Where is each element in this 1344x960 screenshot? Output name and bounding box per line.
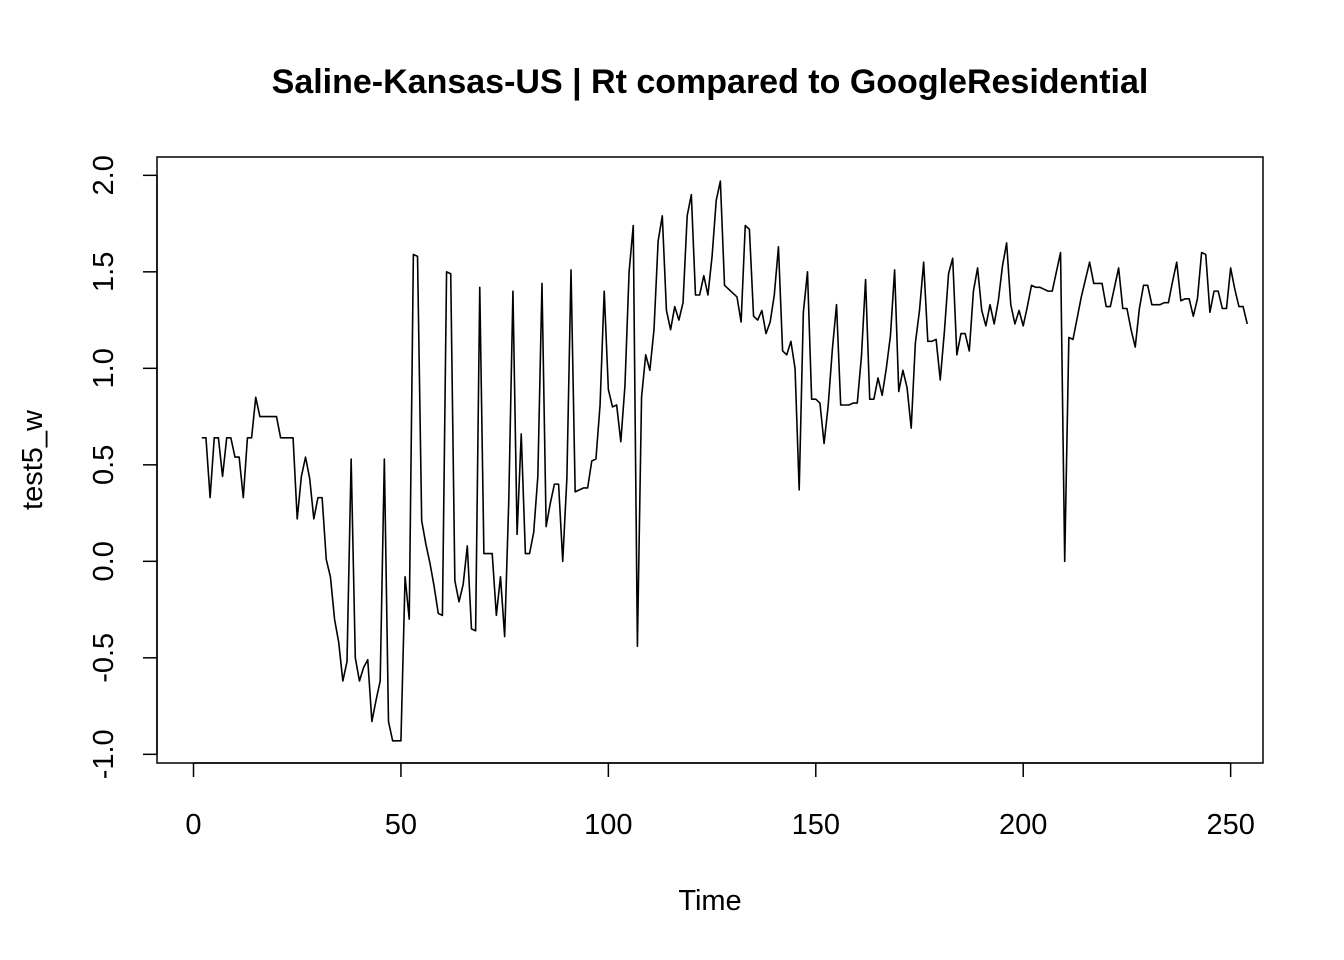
x-tick-label: 50: [385, 809, 417, 841]
y-tick-label: -1.0: [88, 729, 120, 779]
y-axis-label: test5_w: [17, 409, 49, 510]
y-tick-label: 0.5: [88, 445, 120, 485]
x-axis: 0 50 100 150 200 250: [185, 762, 1255, 841]
x-axis-label: Time: [678, 885, 741, 917]
y-tick-label: 1.0: [88, 348, 120, 388]
x-tick-label: 0: [185, 809, 201, 841]
x-tick-label: 200: [999, 809, 1047, 841]
x-tick-label: 250: [1206, 809, 1254, 841]
x-tick-label: 100: [584, 809, 632, 841]
y-axis: -1.0 -0.5 0.0 0.5 1.0 1.5 2.0: [88, 155, 158, 779]
chart-title: Saline-Kansas-US | Rt compared to Google…: [272, 63, 1149, 101]
plot-frame: [156, 156, 1264, 764]
x-tick-label: 150: [792, 809, 840, 841]
series-points: [201, 180, 1249, 742]
y-tick-label: 2.0: [88, 155, 120, 195]
y-tick-label: 0.0: [88, 541, 120, 581]
y-tick-label: -0.5: [88, 633, 120, 683]
y-tick-label: 1.5: [88, 252, 120, 292]
series-line-test5-w: [201, 180, 1249, 742]
